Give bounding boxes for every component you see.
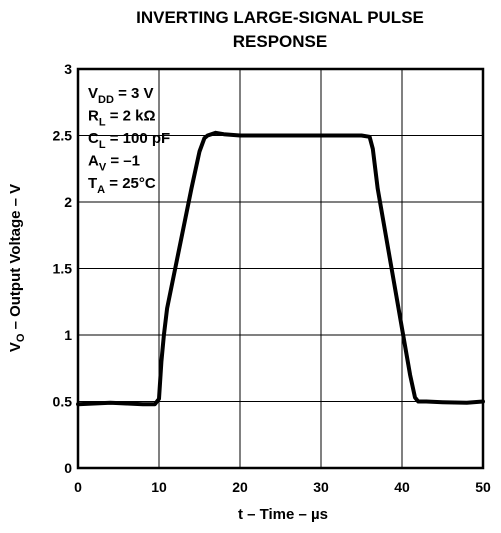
condition-symbol: C [88,130,99,147]
condition-symbol: R [88,108,99,125]
condition-subscript: V [99,162,107,174]
x-axis-title: t – Time – µs [238,506,328,523]
chart-title-line-2: RESPONSE [233,32,327,51]
x-tick-label: 50 [475,479,491,495]
condition-subscript: L [99,117,106,129]
condition-value: = 25°C [105,175,156,192]
y-tick-label: 1 [64,327,72,343]
grid [78,69,483,468]
condition-line: TA = 25°C [88,175,156,196]
x-tick-label: 20 [232,479,248,495]
condition-symbol: V [88,85,98,102]
condition-symbol: A [88,153,99,170]
x-tick-label: 40 [394,479,410,495]
x-tick-label: 10 [151,479,167,495]
y-tick-label: 3 [64,61,72,77]
x-tick-label: 30 [313,479,329,495]
x-tick-label: 0 [74,479,82,495]
y-tick-label: 2.5 [53,128,73,144]
condition-subscript: DD [98,94,114,106]
condition-line: RL = 2 kΩ [88,108,156,129]
y-tick-label: 0.5 [53,394,73,410]
condition-line: VDD = 3 V [88,85,154,106]
condition-symbol: T [88,175,97,192]
condition-line: AV = –1 [88,153,140,174]
chart-title-line-1: INVERTING LARGE-SIGNAL PULSE [136,8,424,27]
condition-line: CL = 100 pF [88,130,170,151]
y-axis-title-sub: O [15,333,27,342]
tick-labels: 0 10 20 30 40 50 0 0.5 1 1.5 2 2.5 3 [53,61,491,495]
condition-subscript: L [99,139,106,151]
series-line [76,130,485,407]
condition-subscript: A [97,184,105,196]
condition-value: = 100 pF [106,130,171,147]
y-tick-label: 0 [64,460,72,476]
y-axis-title-rest: – Output Voltage – V [7,184,24,334]
y-axis-title-v: V [7,342,24,352]
y-tick-label: 2 [64,194,72,210]
condition-value: = 3 V [114,85,154,102]
condition-value: = –1 [106,153,140,170]
series-layer [76,130,485,407]
plot-frame [76,67,485,470]
condition-value: = 2 kΩ [106,108,156,125]
y-axis-title: VO – Output Voltage – V [7,184,27,352]
y-tick-label: 1.5 [53,261,73,277]
